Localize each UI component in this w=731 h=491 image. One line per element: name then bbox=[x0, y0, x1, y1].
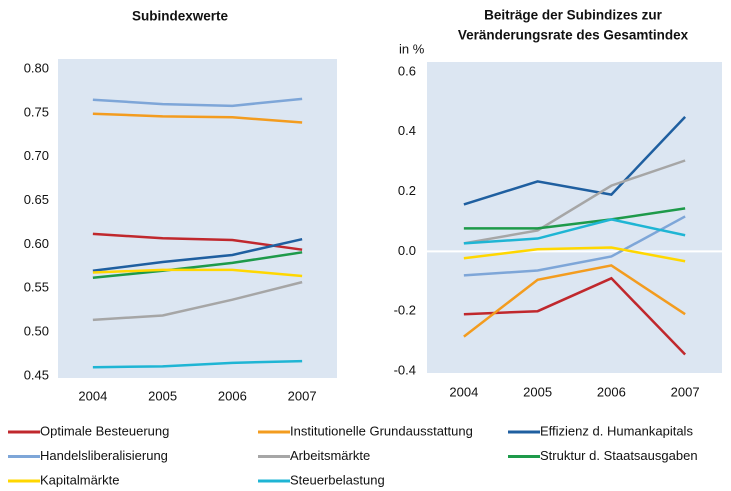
y-tick-label: 0.80 bbox=[24, 60, 49, 75]
x-tick-label: 2006 bbox=[218, 388, 247, 403]
series-line bbox=[463, 207, 686, 230]
legend-label: Handelsliberalisierung bbox=[40, 448, 168, 463]
x-tick-label: 2007 bbox=[288, 388, 317, 403]
series-line bbox=[92, 112, 303, 124]
series-line bbox=[92, 232, 303, 251]
y-tick-label: -0.4 bbox=[394, 362, 416, 377]
y-tick-label: 0.0 bbox=[398, 243, 416, 258]
y-tick-label: 0.6 bbox=[398, 63, 416, 78]
legend-label: Arbeitsmärkte bbox=[290, 448, 370, 463]
y-tick-label: 0.70 bbox=[24, 148, 49, 163]
series-line bbox=[463, 264, 686, 338]
y-tick-label: 0.4 bbox=[398, 123, 416, 138]
legend-label: Struktur d. Staatsausgaben bbox=[540, 448, 698, 463]
x-tick-label: 2005 bbox=[148, 388, 177, 403]
y-tick-label: 0.75 bbox=[24, 104, 49, 119]
legend-label: Institutionelle Grundausstattung bbox=[290, 423, 473, 438]
series-line bbox=[463, 276, 687, 356]
series-line bbox=[92, 268, 303, 278]
series-line bbox=[92, 359, 303, 369]
chart-title: Veränderungsrate des Gesamtindex bbox=[458, 28, 689, 43]
chart-title: Subindexwerte bbox=[132, 9, 229, 24]
series-line bbox=[92, 251, 303, 280]
y-tick-label: 0.45 bbox=[24, 367, 49, 382]
chart-title: Beiträge der Subindizes zur bbox=[484, 8, 663, 23]
y-tick-label: 0.65 bbox=[24, 192, 49, 207]
y-axis-label: in % bbox=[399, 41, 425, 56]
series-line bbox=[92, 97, 303, 108]
y-tick-label: 0.50 bbox=[24, 324, 49, 339]
y-tick-label: 0.2 bbox=[398, 183, 416, 198]
series-line bbox=[463, 215, 686, 277]
x-tick-label: 2004 bbox=[449, 384, 478, 399]
series-line bbox=[463, 218, 686, 245]
x-tick-label: 2004 bbox=[78, 388, 107, 403]
legend-label: Kapitalmärkte bbox=[40, 472, 119, 487]
plot-area bbox=[427, 62, 722, 373]
series-line bbox=[463, 115, 687, 206]
y-tick-label: 0.55 bbox=[24, 280, 49, 295]
x-tick-label: 2006 bbox=[597, 384, 626, 399]
x-tick-label: 2005 bbox=[523, 384, 552, 399]
legend-label: Effizienz d. Humankapitals bbox=[540, 423, 693, 438]
y-tick-label: 0.60 bbox=[24, 236, 49, 251]
series-line bbox=[92, 280, 303, 322]
y-tick-label: -0.2 bbox=[394, 303, 416, 318]
series-line bbox=[92, 237, 303, 272]
series-line bbox=[463, 246, 686, 263]
plot-area bbox=[58, 59, 337, 378]
series-line bbox=[463, 159, 686, 245]
legend-label: Steuerbelastung bbox=[290, 472, 385, 487]
x-tick-label: 2007 bbox=[671, 384, 700, 399]
legend-label: Optimale Besteuerung bbox=[40, 423, 169, 438]
